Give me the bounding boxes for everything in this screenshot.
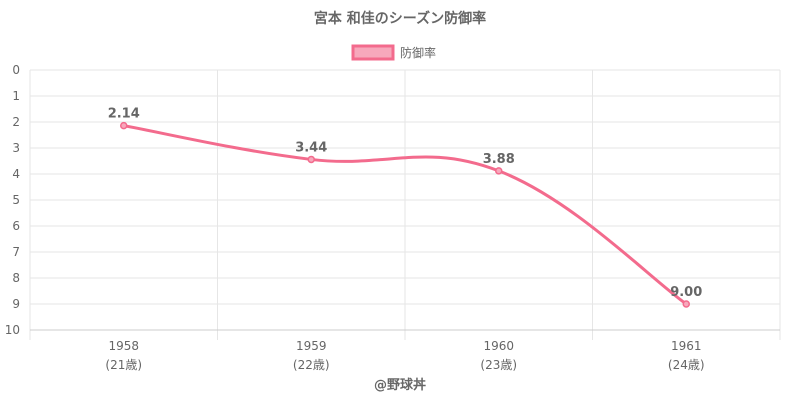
series-line	[123, 124, 688, 306]
legend[interactable]: 防御率	[351, 44, 436, 61]
y-tick-label: 7	[12, 245, 20, 259]
y-tick-label: 2	[12, 115, 20, 129]
data-label: 3.44	[295, 140, 327, 155]
x-tick-sublabel: (21歳)	[105, 358, 142, 372]
y-axis-ticks: 0 1 2 3 4 5 6 7 8 9 10	[5, 63, 20, 337]
legend-label: 防御率	[400, 45, 436, 60]
x-axis-ticks: 1958 (21歳) 1959 (22歳) 1960 (23歳) 1961 (24歳)	[105, 339, 704, 372]
x-tick-label: 1959	[296, 339, 327, 353]
data-point	[682, 300, 690, 308]
y-tick-label: 5	[12, 193, 20, 207]
y-tick-label: 0	[12, 63, 20, 77]
y-tick-label: 8	[12, 271, 20, 285]
y-tick-label: 3	[12, 141, 20, 155]
y-tick-label: 1	[12, 89, 20, 103]
x-tick-sublabel: (24歳)	[668, 358, 705, 372]
chart-title: 宮本 和佳のシーズン防御率	[314, 10, 486, 27]
x-tick-label: 1961	[671, 339, 702, 353]
y-tick-label: 10	[5, 323, 20, 337]
x-tick-sublabel: (23歳)	[480, 358, 517, 372]
x-tick-label: 1958	[108, 339, 139, 353]
data-point	[307, 155, 315, 164]
site-credit: @野球丼	[374, 377, 426, 393]
data-point	[495, 167, 503, 175]
series-era: 2.14 3.44 3.88 9.00	[108, 107, 702, 308]
data-label: 3.88	[483, 152, 515, 167]
y-tick-label: 4	[12, 167, 20, 181]
y-tick-label: 9	[12, 297, 20, 311]
grid	[29, 69, 781, 340]
data-label: 2.14	[108, 107, 140, 122]
y-tick-label: 6	[12, 219, 20, 233]
x-tick-sublabel: (22歳)	[293, 358, 330, 372]
data-label: 9.00	[670, 285, 702, 300]
legend-swatch	[351, 44, 395, 61]
data-point	[120, 121, 128, 130]
x-tick-label: 1960	[483, 339, 514, 353]
